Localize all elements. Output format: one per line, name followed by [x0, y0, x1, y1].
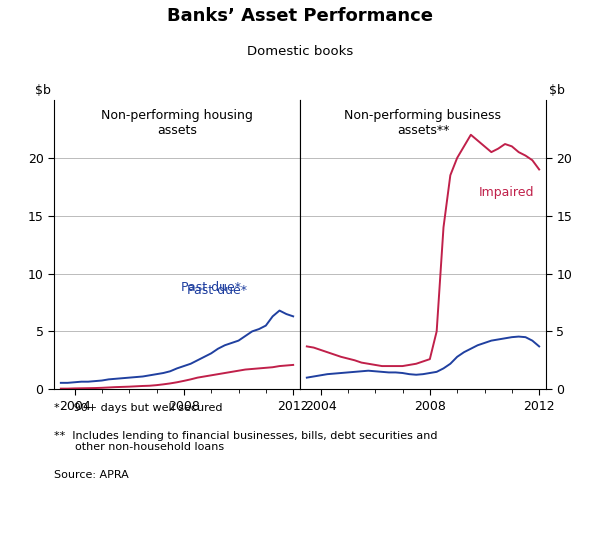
Text: $b: $b: [35, 85, 51, 97]
Text: $b: $b: [549, 85, 565, 97]
Text: Domestic books: Domestic books: [247, 46, 353, 58]
Text: Non-performing business
assets**: Non-performing business assets**: [344, 109, 502, 137]
Text: Past due*: Past due*: [181, 281, 241, 294]
Text: Impaired: Impaired: [479, 186, 535, 199]
Text: *    90+ days but well secured: * 90+ days but well secured: [54, 403, 223, 413]
Text: Source: APRA: Source: APRA: [54, 470, 129, 480]
Text: **  Includes lending to financial businesses, bills, debt securities and
      o: ** Includes lending to financial busines…: [54, 431, 437, 453]
Text: Past due*: Past due*: [187, 285, 247, 297]
Text: Non-performing housing
assets: Non-performing housing assets: [101, 109, 253, 137]
Text: Banks’ Asset Performance: Banks’ Asset Performance: [167, 7, 433, 25]
